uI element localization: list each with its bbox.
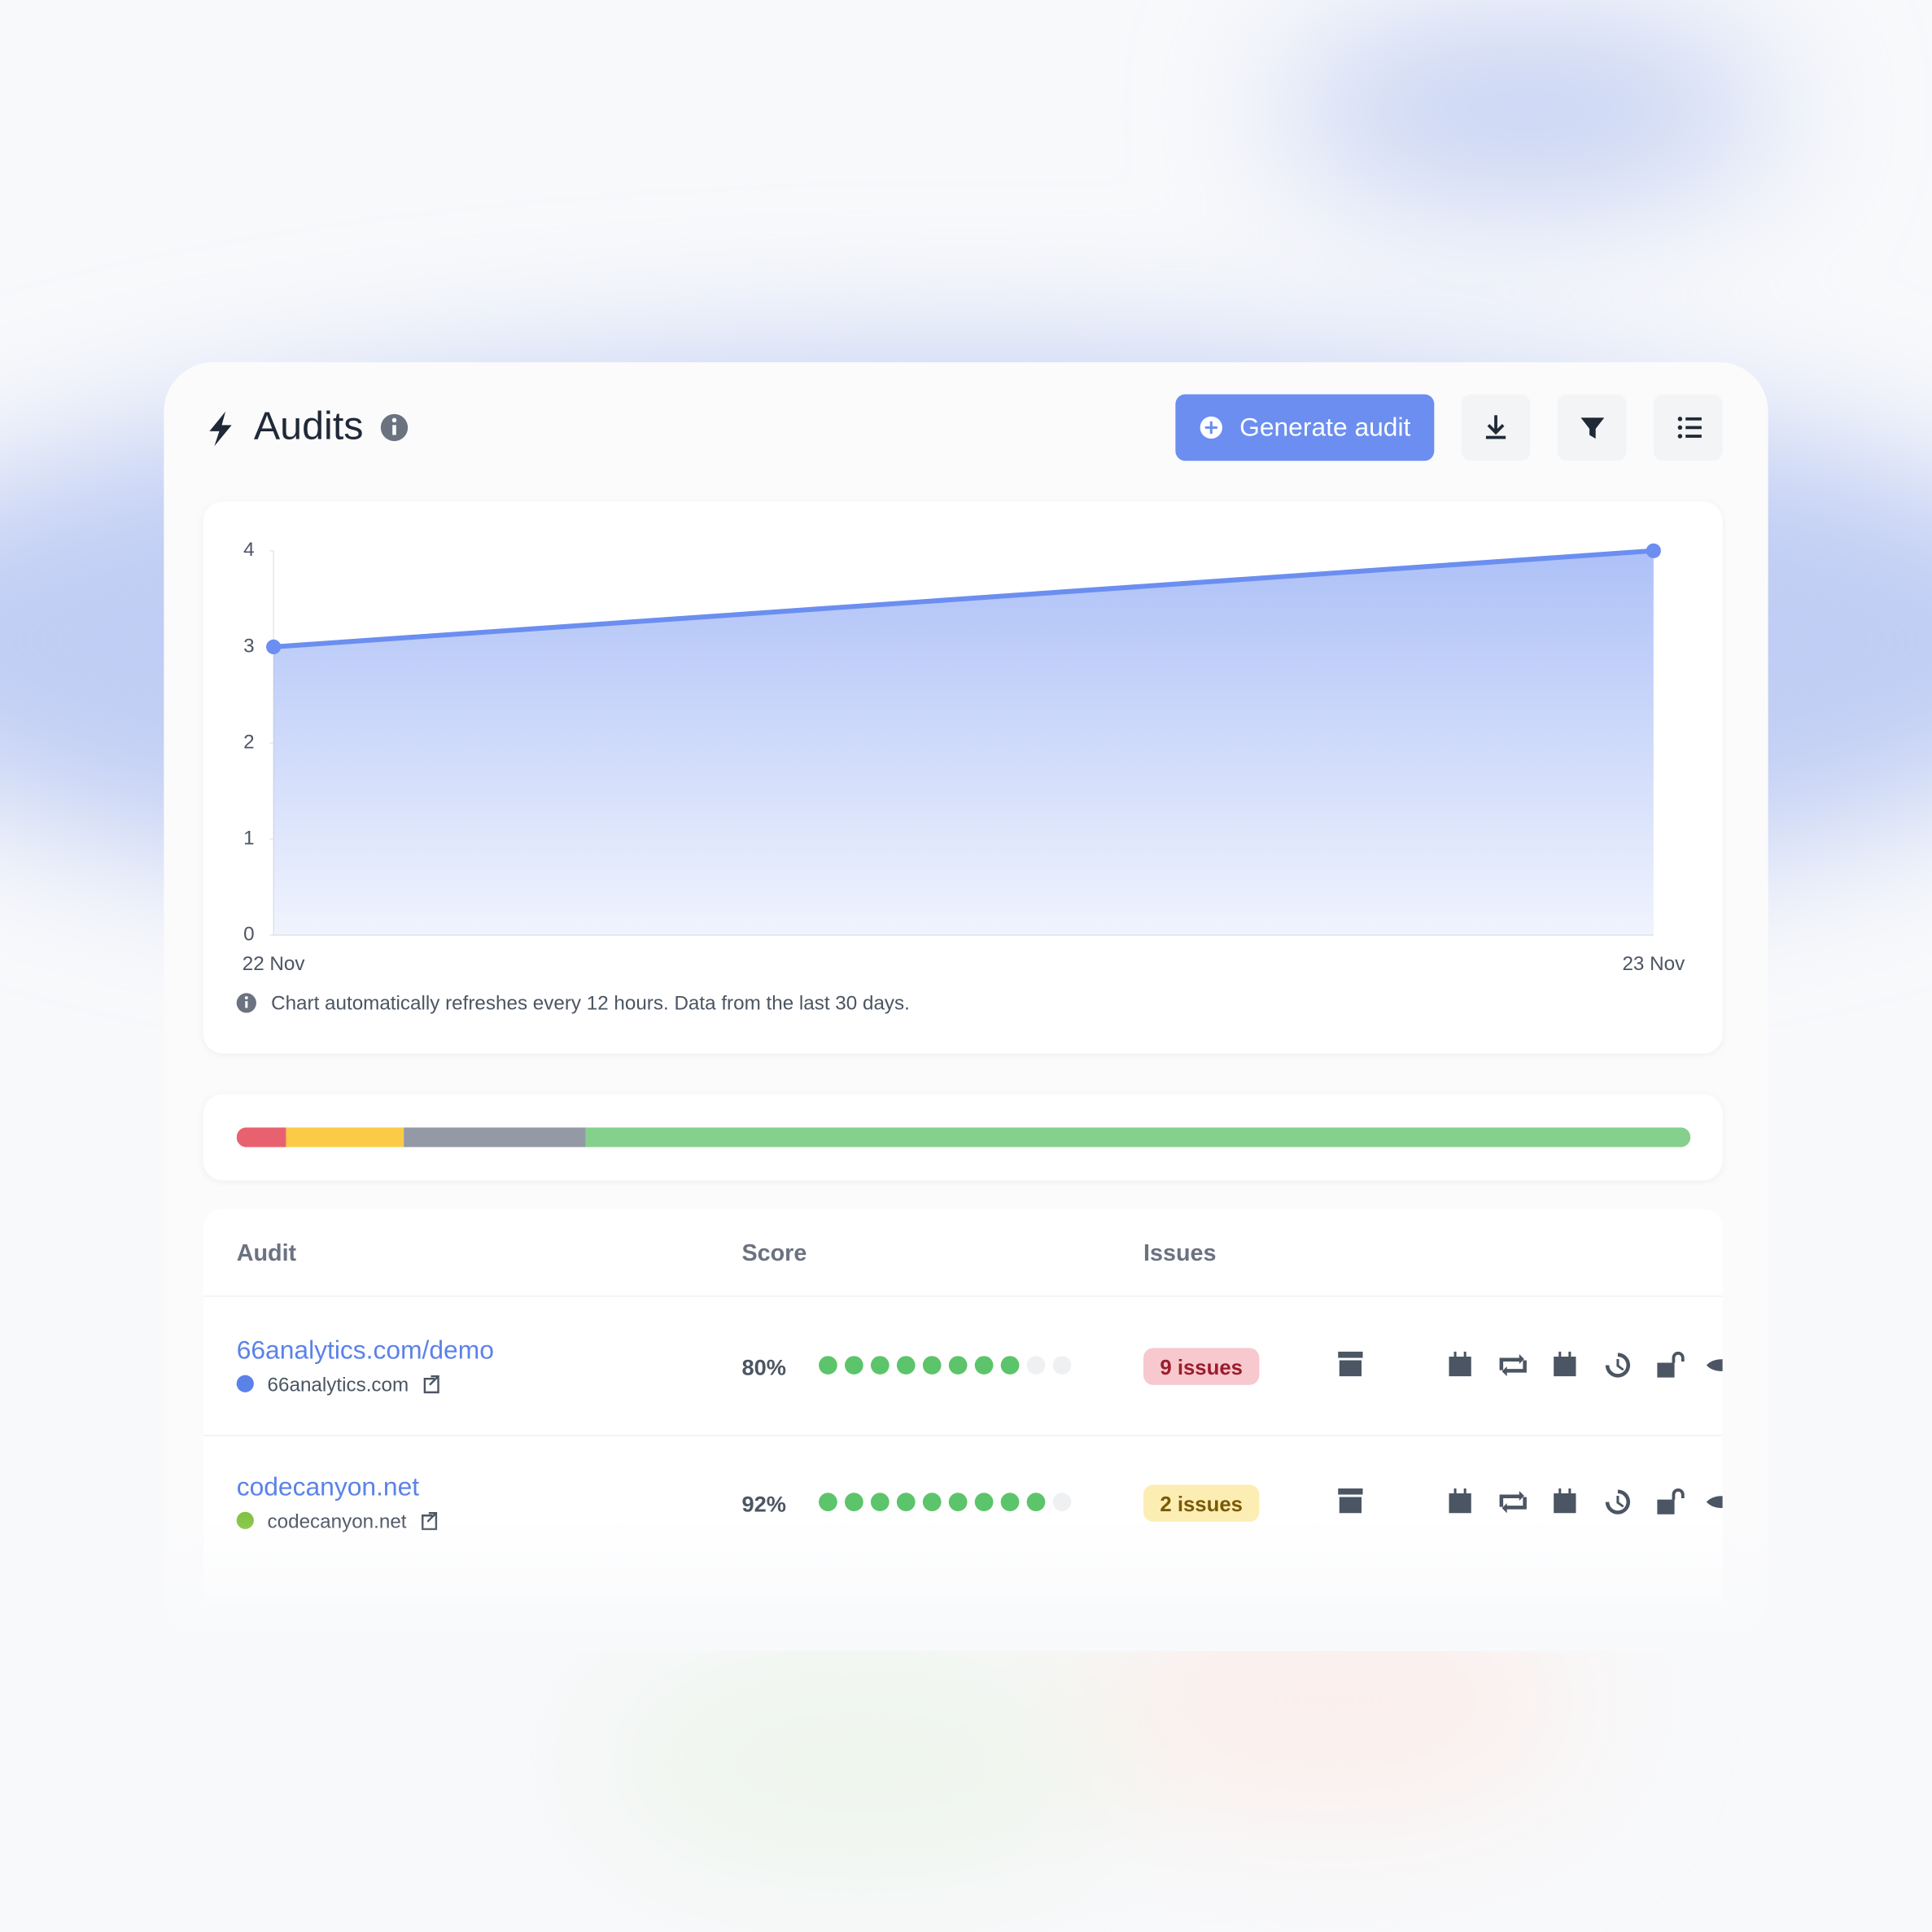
archive-icon[interactable]	[1338, 1488, 1363, 1514]
history-icon[interactable]	[1605, 1489, 1631, 1515]
y-tick-label: 3	[243, 635, 254, 657]
table-clip: Audit Score Issues 66analytics.com/demo 66an…	[203, 1209, 1736, 1603]
status-segment	[286, 1127, 404, 1147]
status-segment	[404, 1127, 586, 1147]
point	[266, 639, 282, 654]
calendar-icon[interactable]	[1554, 1488, 1576, 1514]
note-icon	[236, 993, 256, 1013]
score-dot	[896, 1493, 916, 1511]
score-dot	[948, 1356, 968, 1375]
score-dot	[819, 1493, 837, 1511]
score-dot	[896, 1356, 916, 1375]
repeat-icon[interactable]	[1499, 1490, 1527, 1514]
history-icon[interactable]	[1605, 1353, 1631, 1378]
domain: 66analytics.com	[268, 1375, 409, 1397]
calendar-check-icon[interactable]	[1449, 1351, 1471, 1377]
y-tick-label: 0	[243, 924, 254, 946]
audit-link[interactable]: 66analytics.com/demo	[237, 1335, 494, 1364]
score-dot	[845, 1356, 863, 1375]
issues-badge	[1143, 1348, 1260, 1385]
column-header: Audit	[237, 1240, 297, 1266]
column-header: Score	[741, 1240, 806, 1266]
line	[273, 548, 1654, 649]
button-label: Generate audit	[1239, 412, 1410, 441]
view-icon[interactable]	[1706, 1359, 1736, 1371]
list-button[interactable]	[1653, 394, 1723, 461]
score-dot	[922, 1493, 942, 1511]
chart: 0 1 2 3 4 22 Nov 23 Nov	[243, 539, 1685, 975]
status-bar	[236, 1127, 1691, 1147]
issues-label: 2 issues	[1160, 1493, 1243, 1516]
score-dot	[922, 1356, 942, 1375]
status-segment	[585, 1127, 1691, 1147]
unlock-icon[interactable]	[1657, 1488, 1685, 1515]
filter-button[interactable]	[1557, 394, 1627, 461]
score-dot	[974, 1356, 994, 1375]
score-dot	[819, 1356, 837, 1375]
score-dot	[845, 1493, 863, 1511]
score-dot	[974, 1493, 994, 1511]
page-title: Audits	[254, 404, 364, 448]
download-button[interactable]	[1461, 394, 1531, 461]
archive-icon[interactable]	[1338, 1351, 1363, 1377]
generate-audit-button[interactable]: Generate audit	[1175, 394, 1435, 461]
bolt-icon	[209, 411, 232, 447]
issues-label: 9 issues	[1160, 1357, 1243, 1379]
score-dot	[948, 1493, 968, 1511]
point	[1646, 543, 1661, 558]
y-tick-label: 4	[243, 539, 254, 561]
score-dot	[870, 1356, 890, 1375]
status-segment	[236, 1127, 286, 1147]
issues-badge	[1143, 1484, 1260, 1522]
y-tick-label: 2	[243, 731, 254, 753]
score-dot	[1026, 1493, 1046, 1511]
x-tick-label: 23 Nov	[1622, 953, 1685, 975]
unlock-icon[interactable]	[1657, 1351, 1685, 1378]
score-label: 92%	[741, 1491, 786, 1516]
info-icon[interactable]	[380, 413, 409, 442]
area	[273, 550, 1654, 936]
favicon	[236, 1375, 254, 1392]
y-tick-label: 1	[243, 827, 254, 849]
table: Audit Score Issues 66analytics.com/demo 66an…	[203, 1240, 1736, 1533]
audit-link[interactable]: codecanyon.net	[237, 1471, 420, 1501]
bottom-fade	[147, 1515, 1787, 1651]
calendar-icon[interactable]	[1554, 1351, 1576, 1377]
external-link-icon[interactable]	[423, 1375, 439, 1394]
repeat-icon[interactable]	[1499, 1353, 1527, 1377]
x-tick-label: 22 Nov	[243, 953, 306, 975]
view-icon[interactable]	[1706, 1496, 1736, 1508]
score-dot	[1026, 1356, 1046, 1375]
column-header: Issues	[1143, 1240, 1217, 1266]
score-dot	[1052, 1493, 1072, 1511]
score-dot	[1000, 1493, 1020, 1511]
score-dot	[1052, 1356, 1072, 1375]
score-label: 80%	[741, 1354, 786, 1379]
calendar-check-icon[interactable]	[1449, 1488, 1471, 1514]
score-dot	[870, 1493, 890, 1511]
score-dot	[1000, 1356, 1020, 1375]
chart-note: Chart automatically refreshes every 12 h…	[271, 992, 910, 1014]
